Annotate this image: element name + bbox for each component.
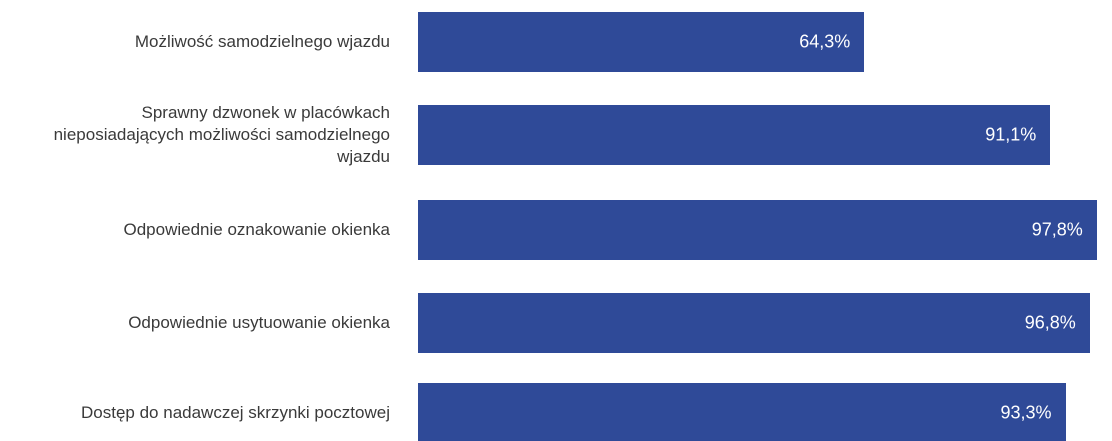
value-label: 97,8% xyxy=(1031,219,1083,240)
bar xyxy=(418,105,1051,165)
category-label: Możliwość samodzielnego wjazdu xyxy=(134,32,390,51)
value-label: 91,1% xyxy=(985,124,1037,145)
value-label: 64,3% xyxy=(799,31,851,52)
bar xyxy=(418,200,1097,260)
value-label: 93,3% xyxy=(1000,402,1052,423)
category-label: Odpowiednie usytuowanie okienka xyxy=(128,313,390,332)
bar xyxy=(418,383,1066,441)
category-label: Dostęp do nadawczej skrzynki pocztowej xyxy=(81,403,390,422)
bar xyxy=(418,12,865,72)
value-label: 96,8% xyxy=(1024,312,1076,333)
category-label: Odpowiednie oznakowanie okienka xyxy=(123,220,390,239)
category-label: Sprawny dzwonek w placówkach nieposiadaj… xyxy=(53,103,390,166)
bar xyxy=(418,293,1090,353)
